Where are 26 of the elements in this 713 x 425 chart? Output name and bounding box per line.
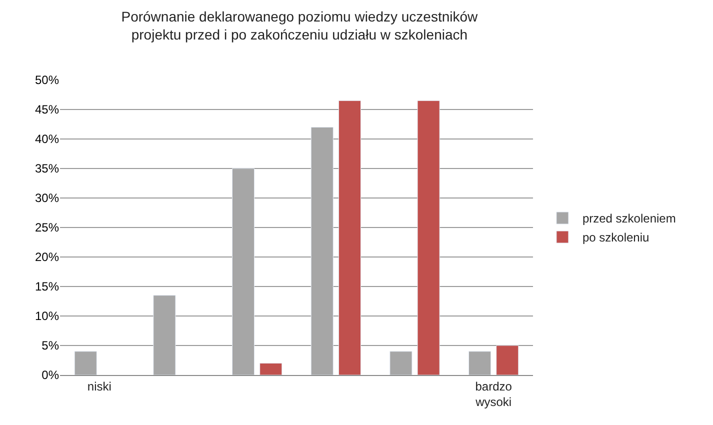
y-tick-label: 30% [34,191,60,206]
bar [260,362,282,375]
bar [468,351,492,375]
y-tick-label: 20% [34,250,60,264]
y-tick-label: 25% [34,220,60,235]
bar [390,351,412,375]
bar [310,126,334,375]
y-tick-label: 15% [34,280,60,294]
y-tick-label: 50% [34,73,60,88]
bar [74,351,97,375]
y-tick-label: 10% [34,309,60,324]
bar [153,295,176,375]
y-tick-label: 5% [42,338,60,353]
legend-label: po szkoleniu [582,230,650,245]
y-tick-label: 45% [34,102,60,117]
y-tick-label: 40% [34,132,60,146]
bar [496,345,519,375]
bar [417,100,440,375]
bar [232,168,255,375]
y-tick-label: 35% [34,162,60,176]
y-tick-label: 0% [42,368,60,382]
x-tick-label: niski [87,379,112,394]
chart-title: Porównanie deklarowanego poziomu wiedzy uczestników projektu przed i po zakończeniu udziału w szkoleniach [121,8,479,42]
bar [338,100,361,375]
x-tick-label: bardzo wysoki [474,379,512,409]
legend-label: przed szkoleniem [582,212,676,226]
